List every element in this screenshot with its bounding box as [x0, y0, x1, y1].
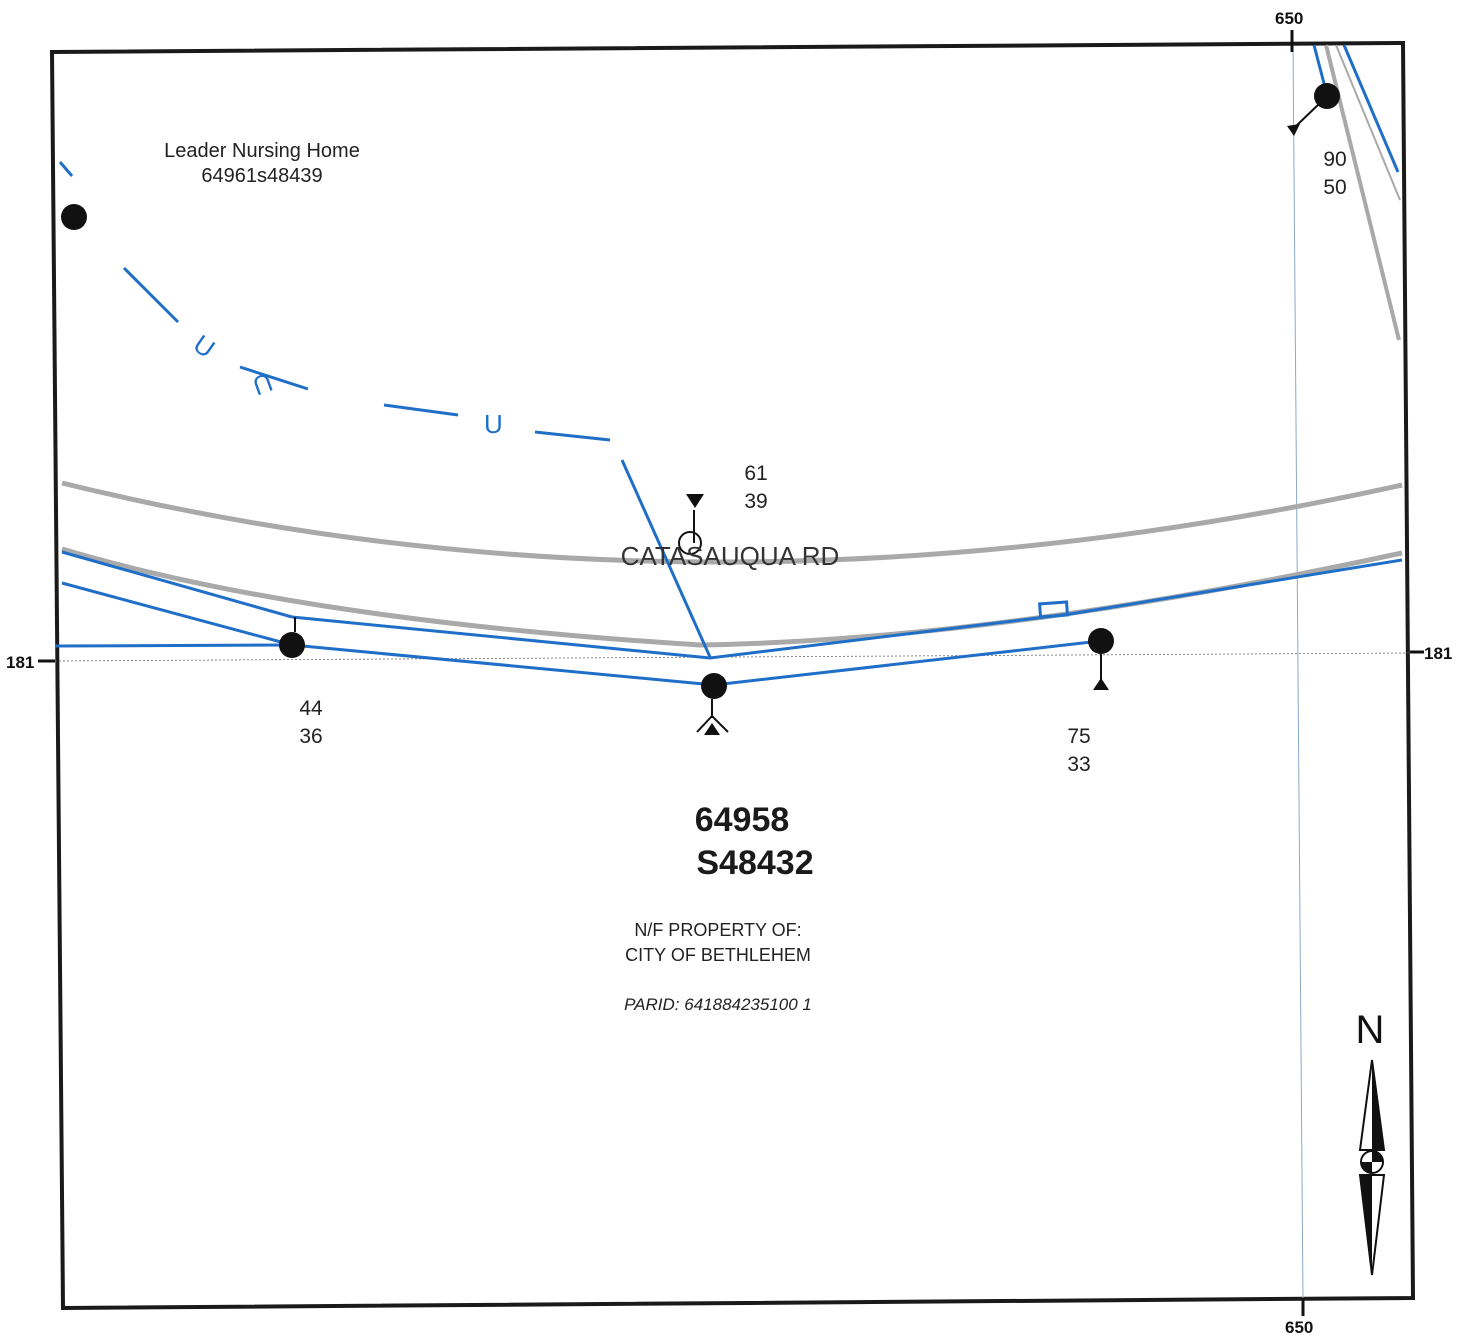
- road-name: CATASAUQUA RD: [621, 541, 840, 571]
- nursing-home-name: Leader Nursing Home: [164, 140, 360, 162]
- pole-label-ne-top: 90: [1323, 148, 1346, 171]
- parcel-parid: PARID: 641884235100 1: [624, 995, 812, 1014]
- pole-center-south: [696, 673, 729, 735]
- utility-line-west: [54, 643, 293, 648]
- parcel-id-line2: S48432: [696, 844, 813, 882]
- underground-label-2: U: [249, 367, 277, 402]
- parcel-owner-label: N/F PROPERTY OF:: [634, 920, 801, 940]
- pole-label-west-top: 44: [299, 697, 323, 720]
- underground-label-1: U: [188, 329, 221, 364]
- utility-line-road-north: [61, 550, 293, 619]
- parcel-owner: CITY OF BETHLEHEM: [625, 945, 811, 965]
- north-arrow-tail-shade: [1360, 1175, 1372, 1275]
- grid-label-left: 181: [6, 653, 34, 672]
- pole-label-west-bottom: 36: [299, 725, 322, 748]
- utility-box: [1038, 600, 1070, 619]
- map-frame: [49, 40, 1416, 1311]
- north-arrow: N: [1356, 1008, 1386, 1276]
- road-edge-north: [61, 480, 1403, 565]
- pole-label-center-top: 61: [744, 462, 767, 485]
- grid-line-easting: [1292, 44, 1304, 1301]
- north-arrow-center-fill: [1372, 1151, 1383, 1162]
- utility-line-lower: [61, 581, 1101, 687]
- pole-ne: [1287, 83, 1340, 136]
- grid-line-northing: [54, 652, 1411, 662]
- grid-label-top: 650: [1275, 9, 1303, 28]
- road-edge-ne-2: [1335, 44, 1401, 201]
- utility-line-diagonal: [620, 459, 712, 658]
- north-arrow-head-shade: [1372, 1060, 1384, 1150]
- underground-dash-2: [122, 266, 180, 324]
- utility-line-main: [291, 558, 1403, 660]
- pole-label-east-bottom: 33: [1067, 753, 1090, 776]
- pole-nursing-home: [61, 204, 87, 230]
- pole-label-ne-bottom: 50: [1323, 176, 1346, 199]
- north-arrow-center-fill-2: [1361, 1162, 1372, 1173]
- nursing-home-id: 64961s48439: [201, 165, 322, 187]
- underground-dash-5: [534, 430, 611, 442]
- pole-center-north: [678, 494, 704, 555]
- underground-dash-3: [239, 365, 309, 391]
- north-label: N: [1356, 1008, 1385, 1052]
- pole-west: [279, 617, 305, 658]
- pole-label-east-top: 75: [1067, 725, 1090, 748]
- utility-lines: [54, 44, 1403, 687]
- pole-east: [1088, 628, 1114, 690]
- parcel-id-line1: 64958: [695, 801, 790, 839]
- utility-line-ne-2: [1342, 44, 1400, 173]
- underground-dash-4: [383, 403, 459, 417]
- pole-label-center-bottom: 39: [744, 490, 767, 513]
- grid-label-right: 181: [1424, 644, 1452, 663]
- underground-dash-1: [58, 161, 74, 177]
- grid-label-bottom: 650: [1285, 1318, 1313, 1337]
- underground-label-3: U: [484, 409, 503, 439]
